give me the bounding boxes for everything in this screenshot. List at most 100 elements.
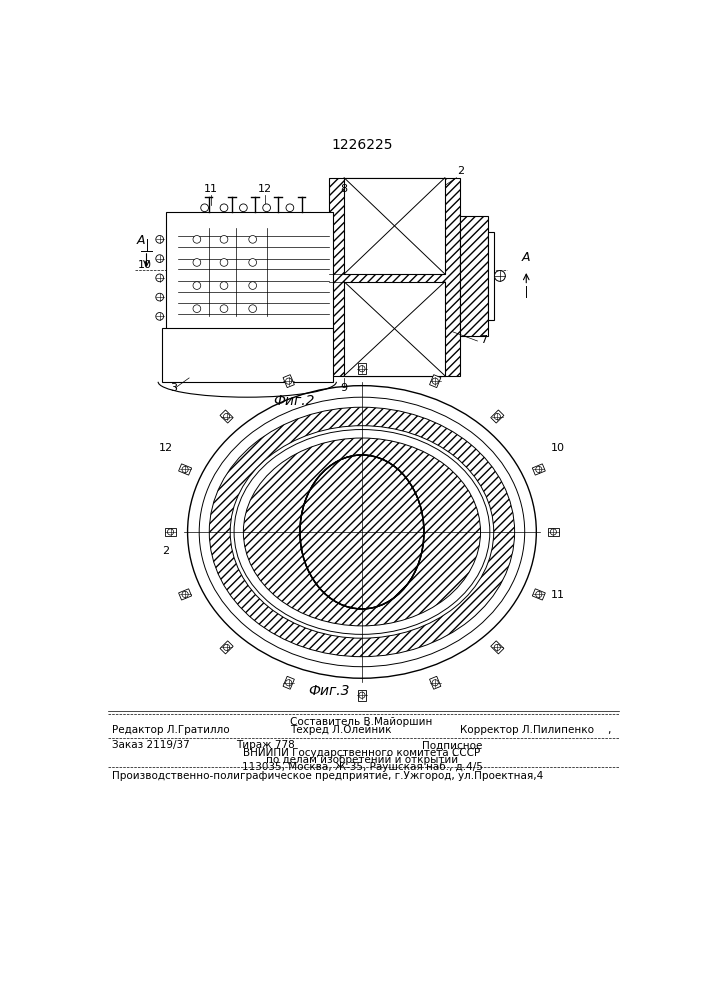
Text: ВНИИПИ Государственного комитета СССР: ВНИИПИ Государственного комитета СССР: [243, 748, 481, 758]
Circle shape: [220, 204, 228, 212]
Bar: [165, 528, 176, 536]
Circle shape: [220, 282, 228, 289]
Circle shape: [156, 312, 163, 320]
Text: 11: 11: [204, 184, 218, 194]
Text: по делам изобретений и открытий: по делам изобретений и открытий: [266, 755, 458, 765]
Circle shape: [193, 235, 201, 243]
Ellipse shape: [234, 430, 490, 634]
Ellipse shape: [300, 455, 424, 609]
Circle shape: [193, 259, 201, 266]
Bar: [344, 178, 445, 274]
Circle shape: [494, 413, 501, 420]
Text: ,: ,: [607, 725, 611, 735]
Circle shape: [432, 680, 438, 686]
Ellipse shape: [187, 386, 537, 678]
Circle shape: [494, 644, 501, 650]
Bar: [430, 676, 441, 689]
Text: 2: 2: [163, 546, 170, 556]
Circle shape: [249, 235, 257, 243]
Circle shape: [536, 466, 542, 473]
Ellipse shape: [230, 426, 493, 638]
Circle shape: [156, 274, 163, 282]
Circle shape: [223, 413, 230, 420]
Circle shape: [193, 305, 201, 312]
Text: 12: 12: [159, 443, 173, 453]
Circle shape: [494, 271, 506, 281]
Circle shape: [156, 293, 163, 301]
Bar: [358, 690, 366, 701]
Circle shape: [263, 204, 271, 212]
Ellipse shape: [209, 407, 515, 657]
Circle shape: [220, 259, 228, 266]
Text: Фиг.2: Фиг.2: [273, 394, 315, 408]
Bar: [491, 410, 504, 423]
Text: 1226225: 1226225: [331, 138, 392, 152]
Bar: [358, 363, 366, 374]
Circle shape: [249, 282, 257, 289]
Text: 113035, Москва, Ж-35, Раушская наб., д.4/5: 113035, Москва, Ж-35, Раушская наб., д.4…: [242, 762, 482, 772]
Bar: [491, 641, 504, 654]
Text: 12: 12: [258, 184, 272, 194]
Circle shape: [156, 235, 163, 243]
Circle shape: [550, 529, 556, 535]
Bar: [430, 375, 441, 388]
Circle shape: [223, 644, 230, 650]
Circle shape: [249, 259, 257, 266]
Bar: [329, 178, 460, 376]
Bar: [166, 212, 332, 332]
Circle shape: [220, 305, 228, 312]
Text: Подписное: Подписное: [421, 740, 482, 750]
Circle shape: [249, 305, 257, 312]
Text: 11: 11: [551, 590, 565, 600]
Circle shape: [220, 235, 228, 243]
Text: A: A: [137, 234, 146, 247]
Text: 8: 8: [341, 184, 348, 194]
Circle shape: [182, 466, 188, 473]
Text: 10: 10: [551, 443, 565, 453]
Bar: [220, 410, 233, 423]
Bar: [488, 232, 493, 320]
Text: Техред Л.Олейник: Техред Л.Олейник: [290, 725, 392, 735]
Bar: [344, 282, 445, 376]
Text: 7: 7: [480, 335, 487, 345]
Circle shape: [536, 591, 542, 597]
Text: Составитель В.Майоршин: Составитель В.Майоршин: [290, 717, 432, 727]
Circle shape: [182, 591, 188, 597]
Bar: [220, 641, 233, 654]
Text: A-A: A-A: [349, 411, 375, 426]
Bar: [179, 464, 192, 475]
Bar: [283, 375, 294, 388]
Circle shape: [156, 255, 163, 262]
Circle shape: [193, 282, 201, 289]
Text: Тираж 778: Тираж 778: [235, 740, 294, 750]
Ellipse shape: [243, 438, 481, 626]
Ellipse shape: [301, 456, 422, 607]
Circle shape: [201, 204, 209, 212]
Bar: [162, 328, 332, 382]
Bar: [179, 589, 192, 600]
Bar: [283, 676, 294, 689]
Text: Производственно-полиграфическое предприятие, г.Ужгород, ул.Проектная,4: Производственно-полиграфическое предприя…: [112, 771, 543, 781]
Text: Редактор Л.Гратилло: Редактор Л.Гратилло: [112, 725, 229, 735]
Text: Фиг.3: Фиг.3: [308, 684, 349, 698]
Text: A: A: [522, 251, 530, 264]
Text: 9: 9: [341, 383, 348, 393]
Circle shape: [240, 204, 247, 212]
Circle shape: [168, 529, 174, 535]
Bar: [532, 589, 545, 600]
Text: 3: 3: [170, 383, 177, 393]
Circle shape: [359, 366, 365, 372]
Text: Корректор Л.Пилипенко: Корректор Л.Пилипенко: [460, 725, 595, 735]
Bar: [548, 528, 559, 536]
Text: 2: 2: [457, 166, 464, 176]
Text: Заказ 2119/37: Заказ 2119/37: [112, 740, 189, 750]
Text: 8: 8: [438, 524, 445, 534]
Circle shape: [432, 378, 438, 384]
Text: 10: 10: [138, 260, 152, 270]
Circle shape: [359, 692, 365, 698]
Circle shape: [286, 680, 292, 686]
Bar: [460, 216, 488, 336]
Circle shape: [286, 378, 292, 384]
Ellipse shape: [199, 397, 525, 667]
Bar: [532, 464, 545, 475]
